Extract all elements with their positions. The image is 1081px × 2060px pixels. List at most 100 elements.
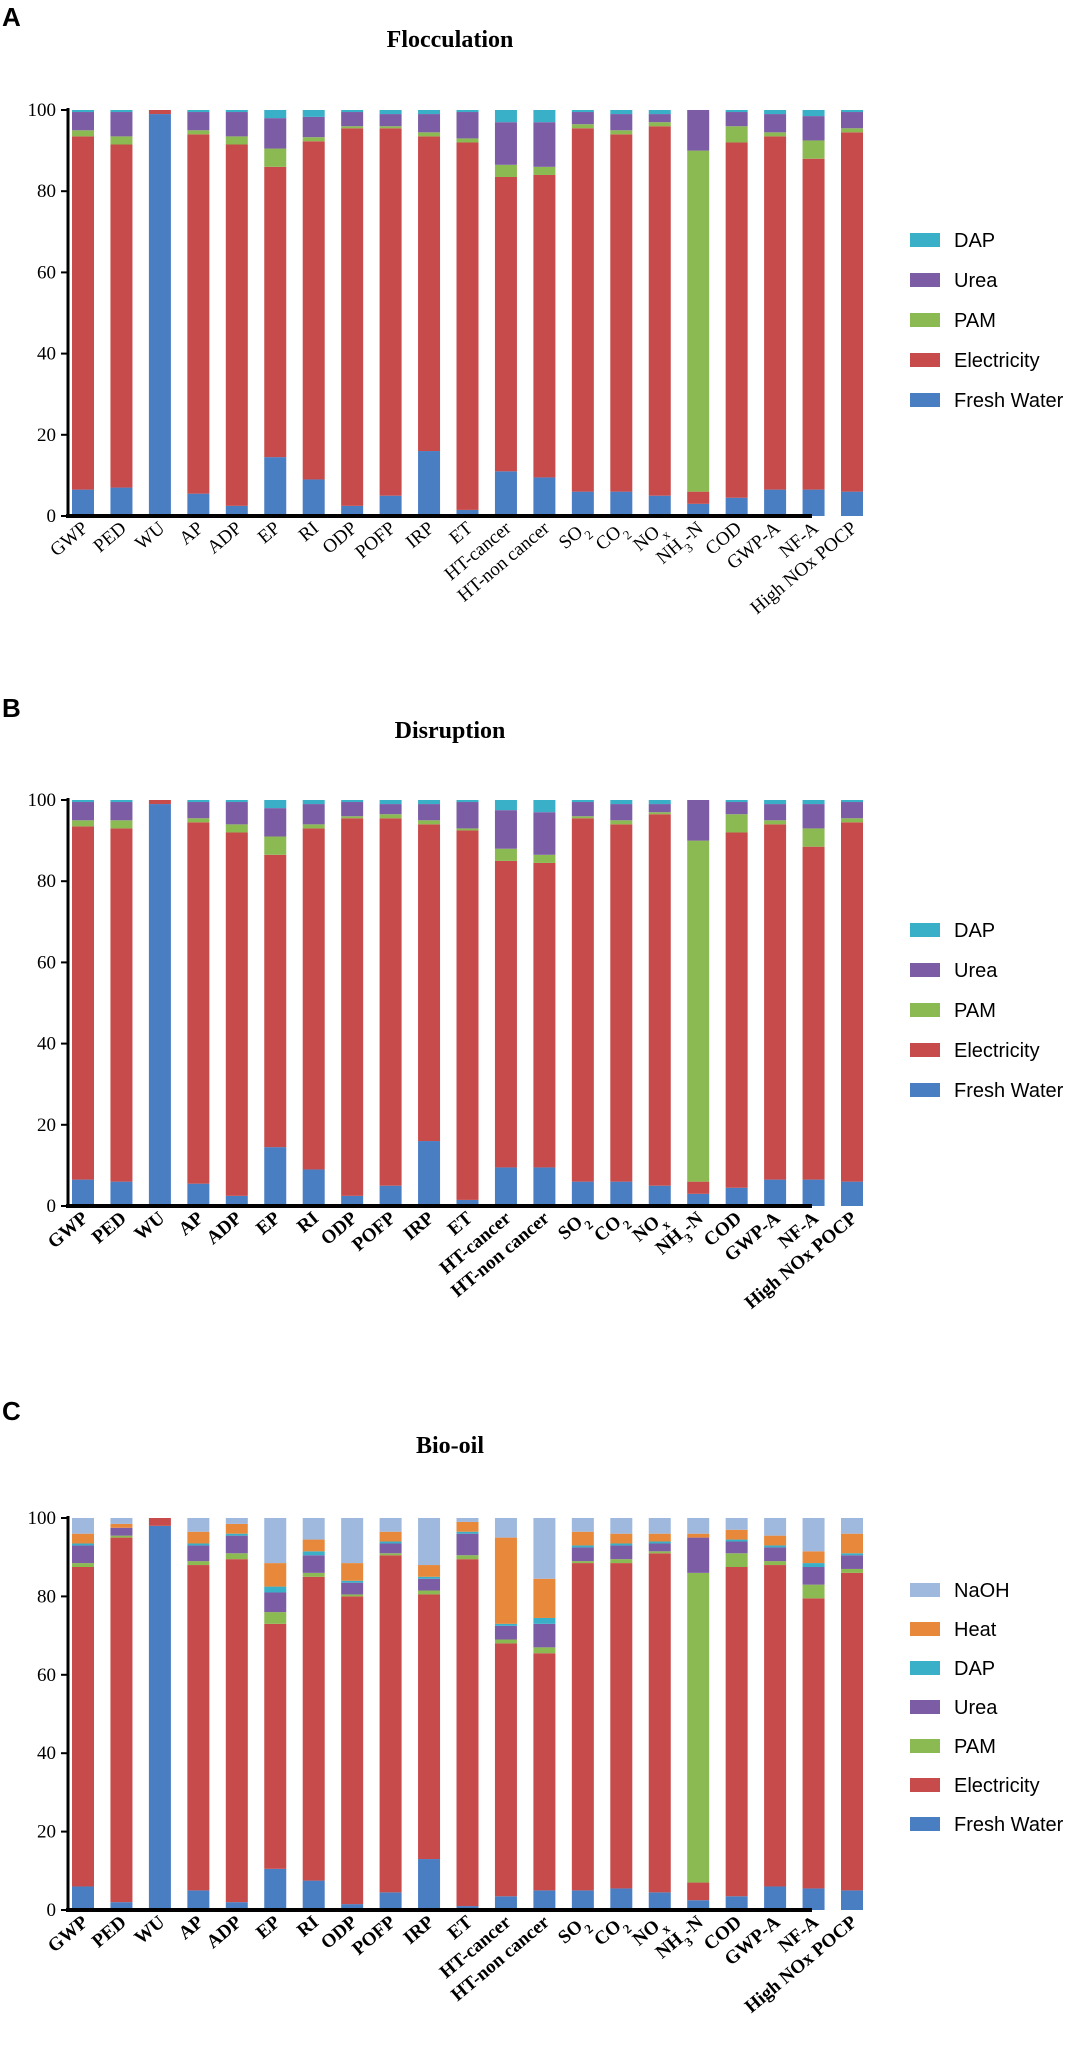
- bar-ht-non-cancer-dap: [533, 110, 556, 123]
- bar-et-electricity: [456, 830, 479, 1200]
- bar-ri-pam: [302, 137, 325, 142]
- legend-label-pam: PAM: [954, 1736, 996, 1758]
- bar-irp-pam: [418, 132, 441, 137]
- bar-odp-dap: [341, 1580, 364, 1583]
- legend-swatch-pam: [910, 1739, 940, 1753]
- bar-co2-naoh: [610, 1518, 633, 1534]
- bar-ri-heat: [302, 1539, 325, 1552]
- bar-ap-fresh-water: [187, 493, 210, 516]
- y-tick-label: 80: [37, 871, 56, 892]
- x-tick-label-adp: ADP: [203, 1911, 247, 1952]
- x-tick-label-so2: SO2: [555, 518, 596, 558]
- bar-so2-electricity: [571, 818, 594, 1182]
- bar-nf-a-heat: [802, 1551, 825, 1564]
- x-tick-label-so2: SO2: [554, 1912, 595, 1953]
- bar-ht-non-cancer-fresh-water: [533, 477, 556, 516]
- bar-et-urea: [456, 1533, 479, 1556]
- bar-adp-pam: [225, 1553, 248, 1560]
- x-tick-label-wu: WU: [131, 518, 169, 555]
- bar-ri-electricity: [302, 1576, 325, 1881]
- bar-adp-naoh: [225, 1518, 248, 1524]
- legend-swatch-urea: [910, 273, 940, 287]
- bar-nf-a-dap: [802, 110, 825, 117]
- bar-ht-cancer-fresh-water: [494, 1167, 517, 1206]
- bar-nox-electricity: [648, 126, 671, 496]
- legend-swatch-naoh: [910, 1583, 940, 1597]
- bar-odp-dap: [341, 110, 364, 113]
- bar-nox-pam: [648, 1551, 671, 1554]
- bar-high-nox-pocp-fresh-water: [841, 491, 863, 516]
- bar-gwp-pam: [72, 1563, 94, 1567]
- bar-pofp-pam: [379, 814, 402, 819]
- bar-high-nox-pocp-dap: [841, 800, 863, 803]
- bar-pofp-dap: [379, 110, 402, 115]
- bar-co2-dap: [610, 800, 633, 805]
- bar-so2-pam: [571, 1561, 594, 1564]
- bar-ep-naoh: [264, 1518, 287, 1564]
- bar-high-nox-pocp-dap: [841, 110, 863, 113]
- bar-ped-urea: [110, 112, 133, 137]
- bar-irp-dap: [418, 800, 441, 805]
- bar-nf-a-fresh-water: [802, 1888, 825, 1910]
- legend-label-urea: Urea: [954, 1697, 998, 1719]
- y-tick-label: 60: [37, 262, 56, 283]
- bar-ped-electricity: [110, 144, 133, 488]
- bar-odp-fresh-water: [341, 1195, 364, 1206]
- bar-nh3-n-fresh-water: [687, 503, 710, 516]
- bar-ht-non-cancer-naoh: [533, 1518, 556, 1579]
- bar-odp-electricity: [341, 818, 364, 1196]
- bar-ep-pam: [264, 836, 287, 855]
- bar-nox-electricity: [648, 1553, 671, 1893]
- bar-nh3-n-pam: [687, 1572, 710, 1883]
- bar-adp-pam: [225, 824, 248, 833]
- bar-high-nox-pocp-dap: [841, 1553, 863, 1556]
- x-tick-label-ep: EP: [252, 1207, 284, 1239]
- bar-ht-non-cancer-heat: [533, 1578, 556, 1618]
- legend-label-pam: PAM: [954, 310, 996, 332]
- chart-title: Flocculation: [387, 27, 514, 53]
- bar-odp-pam: [341, 126, 364, 129]
- legend-label-fresh-water: Fresh Water: [954, 1080, 1064, 1102]
- legend-label-electricity: Electricity: [954, 1040, 1040, 1062]
- bar-ped-dap: [110, 110, 133, 113]
- bar-so2-heat: [571, 1531, 594, 1546]
- x-tick-label-pofp: POFP: [348, 1911, 400, 1959]
- bar-ht-cancer-electricity: [494, 1643, 517, 1897]
- bar-gwp-dap: [72, 110, 94, 113]
- bar-ri-naoh: [302, 1518, 325, 1540]
- bar-pofp-pam: [379, 1553, 402, 1556]
- x-tick-label-ped: PED: [90, 518, 131, 557]
- x-tick-label-adp: ADP: [203, 1207, 247, 1248]
- bar-high-nox-pocp-urea: [841, 802, 863, 819]
- bar-ep-fresh-water: [264, 1868, 287, 1910]
- bar-ped-fresh-water: [110, 1902, 133, 1910]
- bar-ped-electricity: [110, 1537, 133, 1903]
- y-tick-label: 60: [37, 952, 56, 973]
- bar-cod-electricity: [725, 1567, 748, 1897]
- bar-ri-dap: [302, 1551, 325, 1556]
- bar-gwp-a-naoh: [764, 1518, 787, 1536]
- bar-et-dap: [456, 1531, 479, 1534]
- bar-ri-electricity: [302, 828, 325, 1170]
- panel-letter: C: [2, 1396, 21, 1426]
- y-tick-label: 40: [37, 1743, 56, 1764]
- bar-gwp-heat: [72, 1533, 94, 1544]
- bar-co2-heat: [610, 1533, 633, 1544]
- bar-odp-fresh-water: [341, 1904, 364, 1910]
- bar-nf-a-dap: [802, 800, 825, 805]
- legend: DAP Urea PAM Electricity Fresh Water: [910, 920, 1064, 1102]
- bar-et-dap: [456, 800, 479, 803]
- legend-swatch-electricity: [910, 1043, 940, 1057]
- bar-nox-dap: [648, 110, 671, 115]
- bar-nh3-n-electricity: [687, 1181, 710, 1194]
- bar-gwp-a-urea: [764, 804, 787, 821]
- bar-so2-fresh-water: [571, 1181, 594, 1206]
- bar-adp-urea: [225, 802, 248, 825]
- x-tick-label-co2: CO2: [592, 518, 634, 559]
- bar-high-nox-pocp-fresh-water: [841, 1181, 863, 1206]
- y-tick-label: 20: [37, 1115, 56, 1136]
- bar-high-nox-pocp-pam: [841, 128, 863, 133]
